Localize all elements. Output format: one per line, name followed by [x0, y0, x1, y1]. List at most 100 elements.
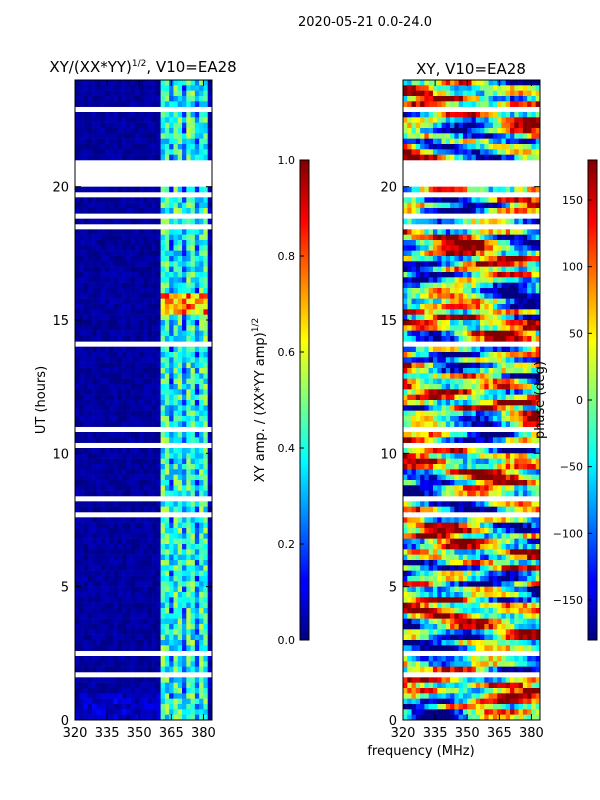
heatmap-cell [87, 208, 93, 214]
heatmap-cell [505, 272, 511, 278]
heatmap-cell [117, 325, 123, 331]
heatmap-cell [454, 314, 459, 321]
heatmap-cell [407, 133, 412, 139]
heatmap-cell [104, 144, 110, 150]
heatmap-cell [83, 197, 89, 203]
heatmap-cell [424, 362, 429, 369]
heatmap-cell [156, 352, 161, 358]
heatmap-cell [522, 357, 528, 363]
heatmap-cell [126, 645, 131, 651]
heatmap-cell [164, 186, 170, 193]
heatmap-cell [186, 645, 191, 651]
heatmap-cell [480, 240, 485, 246]
heatmap-cell [510, 336, 515, 342]
heatmap-cell [100, 138, 106, 145]
heatmap-cell [190, 336, 196, 342]
heatmap-cell [199, 149, 204, 155]
heatmap-cell [152, 448, 157, 454]
heatmap-cell [475, 154, 481, 161]
heatmap-cell [75, 597, 80, 603]
heatmap-cell [518, 357, 524, 363]
heatmap-cell [488, 133, 494, 139]
heatmap-cell [199, 325, 204, 331]
heatmap-cell [160, 501, 166, 507]
heatmap-cell [113, 298, 119, 305]
heatmap-cell [475, 138, 481, 145]
heatmap-cell [117, 234, 123, 241]
heatmap-cell [190, 576, 196, 582]
heatmap-cell [109, 325, 114, 331]
heatmap-cell [462, 186, 468, 193]
heatmap-cell [510, 293, 515, 299]
heatmap-cell [109, 634, 114, 641]
heatmap-cell [420, 245, 425, 251]
heatmap-cell [432, 240, 438, 246]
heatmap-cell [531, 293, 537, 299]
heatmap-cell [169, 197, 174, 203]
heatmap-cell [505, 133, 511, 139]
heatmap-cell [488, 325, 494, 331]
heatmap-cell [207, 469, 213, 475]
heatmap-cell [104, 576, 110, 582]
heatmap-cell [139, 613, 144, 619]
heatmap-cell [147, 581, 153, 587]
heatmap-cell [522, 346, 528, 353]
heatmap-cell [104, 666, 110, 673]
heatmap-cell [164, 384, 170, 390]
heatmap-cell [100, 517, 106, 523]
heatmap-cell [424, 378, 429, 385]
heatmap-cell [113, 240, 119, 246]
heatmap-cell [497, 314, 502, 321]
heatmap-cell [104, 656, 110, 662]
heatmap-cell [117, 682, 123, 689]
heatmap-cell [194, 613, 200, 619]
heatmap-cell [156, 645, 161, 651]
heatmap-cell [139, 218, 144, 225]
heatmap-cell [411, 309, 417, 315]
heatmap-cell [207, 549, 213, 555]
heatmap-cell [458, 309, 464, 315]
heatmap-cell [109, 352, 114, 358]
heatmap-cell [134, 608, 140, 614]
heatmap-cell [488, 149, 494, 155]
heatmap-cell [113, 501, 119, 507]
heatmap-cell [139, 101, 144, 107]
heatmap-cell [450, 112, 455, 118]
heatmap-cell [75, 405, 80, 411]
heatmap-cell [199, 490, 204, 497]
heatmap-cell [462, 330, 468, 337]
heatmap-cell [75, 314, 80, 321]
heatmap-cell [173, 277, 179, 283]
heatmap-cell [194, 330, 200, 337]
heatmap-cell [164, 634, 170, 641]
heatmap-cell [152, 304, 157, 310]
heatmap-cell [458, 256, 464, 262]
heatmap-cell [445, 85, 451, 91]
heatmap-cell [514, 314, 519, 321]
heatmap-cell [113, 272, 119, 278]
heatmap-cell [134, 394, 140, 401]
heatmap-cell [152, 416, 157, 422]
heatmap-cell [492, 394, 498, 401]
heatmap-cell [134, 272, 140, 278]
heatmap-cell [96, 261, 101, 267]
heatmap-cell [194, 704, 200, 710]
heatmap-cell [450, 320, 455, 326]
heatmap-cell [139, 560, 144, 566]
heatmap-cell [113, 250, 119, 257]
heatmap-cell [104, 597, 110, 603]
heatmap-cell [147, 101, 153, 107]
heatmap-cell [527, 261, 532, 267]
heatmap-cell [147, 112, 153, 118]
heatmap-cell [484, 144, 489, 150]
heatmap-cell [173, 229, 179, 235]
heatmap-cell [117, 432, 123, 438]
heatmap-cell [182, 640, 187, 646]
heatmap-cell [522, 277, 528, 283]
heatmap-cell [527, 288, 532, 294]
heatmap-cell [173, 586, 179, 593]
heatmap-cell [411, 117, 417, 123]
heatmap-cell [471, 101, 477, 107]
heatmap-cell [432, 389, 438, 395]
heatmap-cell [152, 656, 157, 662]
